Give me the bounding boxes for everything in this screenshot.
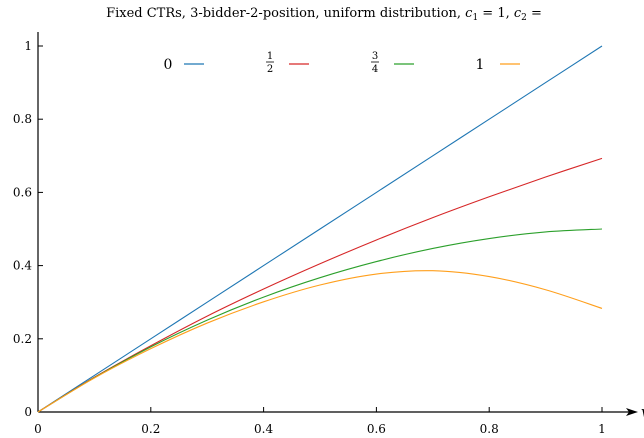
title-c2-sub: 2	[521, 13, 527, 23]
y-tick-label: 0	[24, 405, 32, 419]
x-axis-arrow-icon	[626, 408, 638, 416]
x-tick-label: 0.4	[254, 422, 273, 436]
legend: 0 1 2 3 4 1	[164, 51, 520, 75]
title-c1: c	[465, 6, 473, 21]
x-tick-label: 0.2	[141, 422, 160, 436]
y-tick-label: 0.4	[13, 259, 32, 273]
legend-label-denominator: 4	[372, 64, 378, 75]
chart-title: Fixed CTRs, 3-bidder-2-position, uniform…	[106, 6, 542, 23]
x-tick-label: 0.6	[367, 422, 386, 436]
x-tick-label: 0	[34, 422, 42, 436]
legend-label-denominator: 2	[267, 64, 273, 75]
y-tick-label: 0.6	[13, 185, 32, 199]
series-line-0	[37, 45, 603, 413]
x-axis-label: v	[641, 403, 644, 421]
title-eq1: = 1,	[478, 6, 514, 21]
title-c1-sub: 1	[472, 13, 478, 23]
x-tick-label: 0.8	[480, 422, 499, 436]
legend-label-numerator: 1	[267, 51, 273, 62]
axes: v	[37, 32, 644, 421]
series-line-3	[37, 270, 603, 413]
y-tick-label: 0.2	[13, 332, 32, 346]
y-tick-label: 0.8	[13, 112, 32, 126]
legend-label-numerator: 3	[372, 51, 378, 62]
series-line-2	[37, 228, 603, 413]
title-c2: c	[514, 6, 522, 21]
title-eq2: =	[527, 6, 542, 21]
ticks: 0 0.2 0.4 0.6 0.8 1 0 0.2 0.4 0.6 0.8 1	[13, 39, 606, 436]
x-tick-label: 1	[598, 422, 606, 436]
series-lines	[37, 45, 603, 413]
title-main: Fixed CTRs, 3-bidder-2-position, uniform…	[106, 6, 465, 21]
legend-label: 1	[476, 57, 485, 73]
y-tick-label: 1	[24, 39, 32, 53]
legend-label: 0	[164, 57, 173, 73]
